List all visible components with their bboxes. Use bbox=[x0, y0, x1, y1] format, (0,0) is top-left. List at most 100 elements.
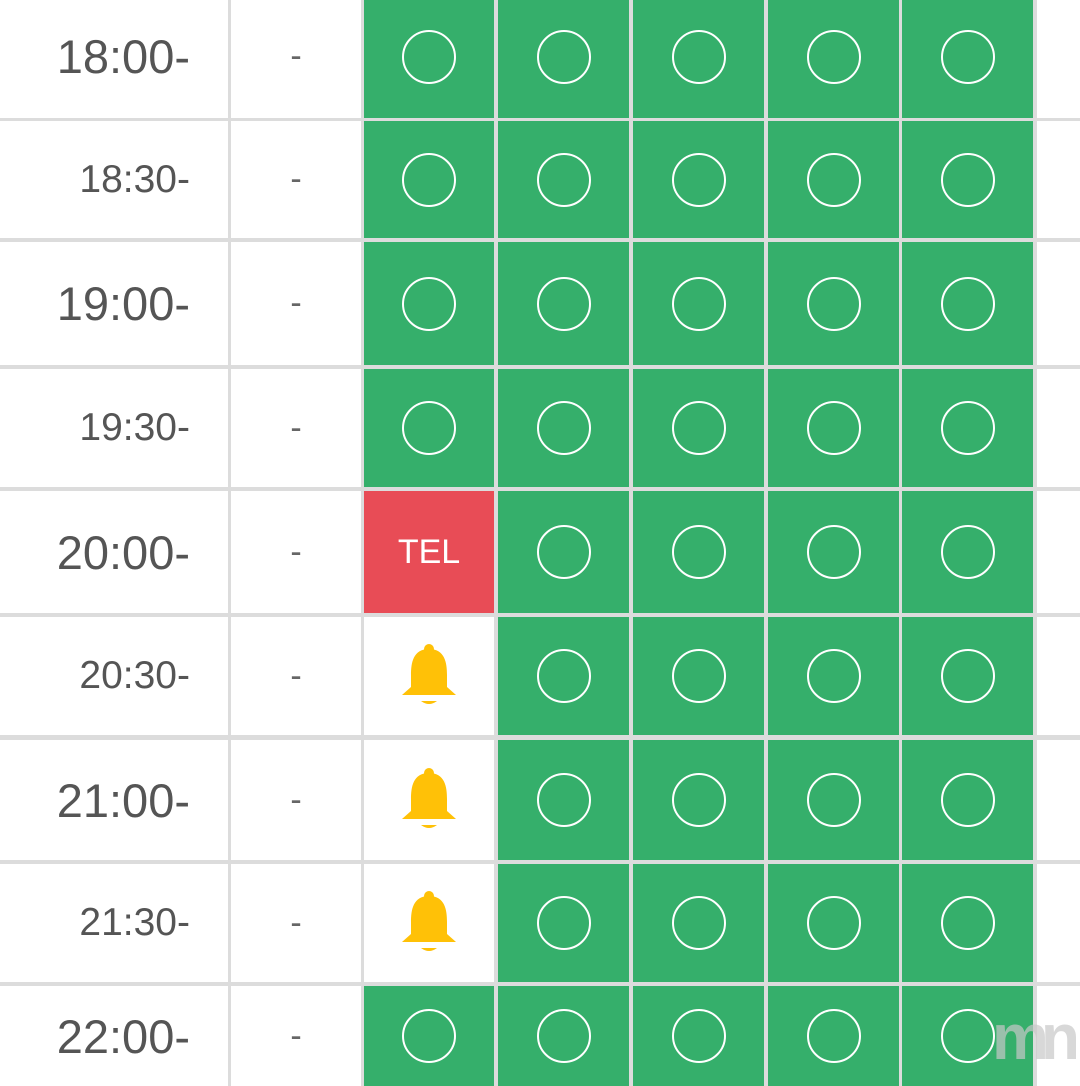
slot-available[interactable] bbox=[768, 121, 899, 238]
unavailable-dash: - bbox=[231, 740, 361, 860]
circle-available-icon bbox=[536, 29, 591, 84]
circle-available-icon bbox=[671, 773, 726, 827]
slot-available[interactable] bbox=[633, 864, 764, 982]
watermark-logo: mn bbox=[992, 1001, 1080, 1073]
slot-available[interactable] bbox=[633, 369, 764, 487]
circle-available-icon bbox=[671, 152, 726, 207]
circle-available-icon bbox=[806, 29, 861, 84]
circle-available-icon bbox=[806, 152, 861, 207]
circle-available-icon bbox=[806, 1009, 861, 1063]
slot-available[interactable] bbox=[498, 864, 629, 982]
circle-available-icon bbox=[806, 276, 861, 331]
time-label: 22:00- bbox=[0, 986, 228, 1086]
time-label: 20:00- bbox=[0, 491, 228, 613]
slot-available[interactable] bbox=[768, 369, 899, 487]
time-label: 20:30- bbox=[0, 617, 228, 735]
circle-available-icon bbox=[806, 401, 861, 455]
slot-bell[interactable] bbox=[364, 617, 494, 735]
slot-available[interactable] bbox=[498, 121, 629, 238]
slot-bell[interactable] bbox=[364, 864, 494, 982]
time-label: 19:30- bbox=[0, 369, 228, 487]
circle-available-icon bbox=[940, 1009, 995, 1063]
unavailable-dash: - bbox=[231, 121, 361, 238]
circle-available-icon bbox=[402, 29, 456, 84]
slot-available[interactable] bbox=[902, 121, 1033, 238]
slot-available[interactable] bbox=[902, 986, 1033, 1086]
slot-available[interactable] bbox=[364, 0, 494, 118]
circle-available-icon bbox=[671, 29, 726, 84]
slot-available[interactable] bbox=[364, 242, 494, 365]
empty-cell bbox=[1037, 121, 1080, 238]
circle-available-icon bbox=[940, 896, 995, 950]
empty-cell bbox=[1037, 864, 1080, 982]
circle-available-icon bbox=[940, 525, 995, 579]
slot-available[interactable] bbox=[902, 491, 1033, 613]
circle-available-icon bbox=[671, 276, 726, 331]
slot-available[interactable] bbox=[768, 0, 899, 118]
slot-available[interactable] bbox=[768, 491, 899, 613]
circle-available-icon bbox=[806, 896, 861, 950]
empty-cell bbox=[1037, 242, 1080, 365]
slot-available[interactable] bbox=[633, 617, 764, 735]
circle-available-icon bbox=[940, 29, 995, 84]
circle-available-icon bbox=[940, 401, 995, 455]
slot-available[interactable] bbox=[633, 491, 764, 613]
time-label: 21:30- bbox=[0, 864, 228, 982]
bell-icon bbox=[402, 644, 456, 704]
circle-available-icon bbox=[536, 773, 591, 827]
slot-available[interactable] bbox=[768, 986, 899, 1086]
slot-available[interactable] bbox=[633, 986, 764, 1086]
circle-available-icon bbox=[536, 276, 591, 331]
circle-available-icon bbox=[536, 525, 591, 579]
slot-available[interactable] bbox=[498, 242, 629, 365]
slot-available[interactable] bbox=[633, 121, 764, 238]
circle-available-icon bbox=[536, 401, 591, 455]
slot-available[interactable] bbox=[902, 864, 1033, 982]
circle-available-icon bbox=[940, 152, 995, 207]
slot-available[interactable] bbox=[633, 740, 764, 860]
circle-available-icon bbox=[671, 401, 726, 455]
slot-available[interactable] bbox=[768, 617, 899, 735]
circle-available-icon bbox=[940, 649, 995, 703]
unavailable-dash: - bbox=[231, 617, 361, 735]
slot-available[interactable] bbox=[498, 491, 629, 613]
circle-available-icon bbox=[940, 773, 995, 827]
slot-available[interactable] bbox=[768, 864, 899, 982]
unavailable-dash: - bbox=[231, 369, 361, 487]
unavailable-dash: - bbox=[231, 986, 361, 1086]
bell-icon bbox=[402, 891, 456, 951]
empty-cell bbox=[1037, 0, 1080, 118]
slot-available[interactable] bbox=[364, 369, 494, 487]
slot-available[interactable] bbox=[902, 369, 1033, 487]
slot-available[interactable] bbox=[498, 986, 629, 1086]
circle-available-icon bbox=[940, 276, 995, 331]
circle-available-icon bbox=[671, 1009, 726, 1063]
empty-cell bbox=[1037, 740, 1080, 860]
circle-available-icon bbox=[402, 401, 456, 455]
slot-available[interactable] bbox=[498, 740, 629, 860]
time-label: 18:30- bbox=[0, 121, 228, 238]
slot-bell[interactable] bbox=[364, 740, 494, 860]
circle-available-icon bbox=[536, 896, 591, 950]
empty-cell bbox=[1037, 986, 1080, 1086]
circle-available-icon bbox=[402, 152, 456, 207]
slot-available[interactable] bbox=[498, 369, 629, 487]
slot-available[interactable] bbox=[498, 0, 629, 118]
slot-available[interactable] bbox=[364, 121, 494, 238]
circle-available-icon bbox=[536, 649, 591, 703]
slot-tel[interactable]: TEL bbox=[364, 491, 494, 613]
slot-available[interactable] bbox=[902, 0, 1033, 118]
time-label: 21:00- bbox=[0, 740, 228, 860]
circle-available-icon bbox=[671, 525, 726, 579]
slot-available[interactable] bbox=[498, 617, 629, 735]
slot-available[interactable] bbox=[902, 242, 1033, 365]
slot-available[interactable] bbox=[768, 242, 899, 365]
slot-available[interactable] bbox=[633, 0, 764, 118]
slot-available[interactable] bbox=[902, 740, 1033, 860]
slot-available[interactable] bbox=[768, 740, 899, 860]
slot-available[interactable] bbox=[364, 986, 494, 1086]
slot-available[interactable] bbox=[633, 242, 764, 365]
time-label: 19:00- bbox=[0, 242, 228, 365]
circle-available-icon bbox=[806, 649, 861, 703]
slot-available[interactable] bbox=[902, 617, 1033, 735]
